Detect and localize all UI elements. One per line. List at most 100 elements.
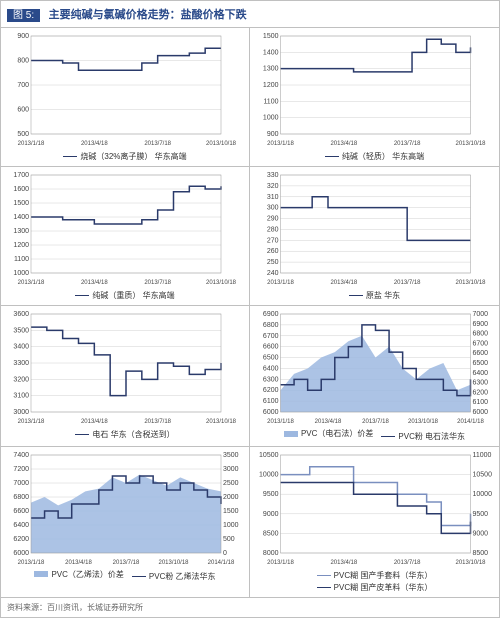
svg-text:11000: 11000: [473, 452, 492, 459]
legend-item: PVC（乙烯法）价差: [34, 569, 123, 580]
chart-c1: 5006007008009002013/1/182013/4/182013/7/…: [3, 30, 247, 148]
svg-text:2014/1/18: 2014/1/18: [457, 419, 484, 425]
legend-swatch: [381, 436, 395, 437]
svg-text:2013/4/18: 2013/4/18: [81, 141, 108, 147]
svg-text:1700: 1700: [13, 172, 29, 179]
svg-text:2013/1/18: 2013/1/18: [18, 141, 45, 147]
svg-text:3500: 3500: [13, 327, 29, 334]
legend-label: 纯碱（重质） 华东高端: [92, 290, 174, 301]
chart-c7: 6000620064006600680070007200740005001000…: [3, 449, 247, 567]
legend-swatch: [317, 587, 331, 588]
svg-text:1000: 1000: [263, 115, 279, 122]
svg-text:2013/1/18: 2013/1/18: [267, 141, 294, 147]
svg-text:6400: 6400: [13, 522, 29, 529]
legend-swatch: [75, 434, 89, 435]
svg-text:900: 900: [267, 131, 279, 138]
svg-text:2013/7/18: 2013/7/18: [113, 560, 140, 566]
legend-item: 原盐 华东: [349, 290, 400, 301]
svg-text:310: 310: [267, 194, 279, 201]
chart-cell: 5006007008009002013/1/182013/4/182013/7/…: [1, 28, 250, 167]
svg-text:250: 250: [267, 259, 279, 266]
svg-text:2013/10/18: 2013/10/18: [455, 141, 486, 147]
legend-swatch: [34, 571, 48, 577]
svg-text:7400: 7400: [13, 452, 29, 459]
svg-text:7000: 7000: [473, 311, 489, 318]
legend-item: PVC粉 电石法华东: [381, 431, 465, 442]
svg-text:2013/7/18: 2013/7/18: [144, 280, 171, 286]
svg-text:2013/4/18: 2013/4/18: [330, 280, 357, 286]
chart-c8: 8000850090009500100001050085009000950010…: [252, 449, 497, 567]
legend-label: 烧碱（32%离子膜） 华东高端: [80, 151, 186, 162]
chart-legend: PVC糊 国产手套料（华东）PVC糊 国产皮革料（华东）: [252, 567, 497, 597]
legend-swatch: [63, 156, 77, 157]
svg-text:6200: 6200: [13, 536, 29, 543]
legend-label: PVC（乙烯法）价差: [51, 569, 123, 580]
svg-text:2013/7/18: 2013/7/18: [362, 419, 389, 425]
svg-text:1200: 1200: [13, 242, 29, 249]
svg-text:270: 270: [267, 237, 279, 244]
chart-legend: 原盐 华东: [252, 287, 497, 305]
svg-text:9000: 9000: [473, 530, 489, 537]
legend-item: PVC糊 国产皮革料（华东）: [317, 582, 433, 593]
charts-grid: 5006007008009002013/1/182013/4/182013/7/…: [1, 28, 499, 598]
legend-item: PVC粉 乙烯法华东: [132, 571, 216, 582]
svg-text:6500: 6500: [473, 360, 489, 367]
legend-swatch: [132, 576, 146, 577]
svg-text:10000: 10000: [259, 471, 279, 478]
legend-label: 纯碱（轻质） 华东高端: [342, 151, 424, 162]
svg-text:6600: 6600: [263, 344, 279, 351]
svg-text:3500: 3500: [223, 452, 239, 459]
legend-label: PVC（电石法）价差: [301, 428, 373, 439]
svg-text:2013/4/18: 2013/4/18: [330, 560, 357, 566]
svg-text:6800: 6800: [13, 494, 29, 501]
chart-c5: 30003100320033003400350036002013/1/18201…: [3, 308, 247, 426]
chart-c6: 6000610062006300640065006600670068006900…: [252, 308, 497, 426]
svg-text:6000: 6000: [473, 409, 489, 416]
svg-text:8500: 8500: [263, 530, 279, 537]
chart-c4: 2402502602702802903003103203302013/1/182…: [252, 169, 497, 287]
svg-text:2013/1/18: 2013/1/18: [267, 280, 294, 286]
chart-cell: 2402502602702802903003103203302013/1/182…: [250, 167, 499, 306]
svg-text:1100: 1100: [263, 98, 278, 105]
chart-legend: 纯碱（轻质） 华东高端: [252, 148, 497, 166]
svg-text:8500: 8500: [473, 550, 489, 557]
svg-text:2013/10/18: 2013/10/18: [455, 560, 486, 566]
svg-text:2013/4/18: 2013/4/18: [81, 280, 108, 286]
chart-legend: PVC（乙烯法）价差 PVC粉 乙烯法华东: [3, 567, 247, 587]
svg-text:3100: 3100: [13, 393, 29, 400]
svg-text:2013/1/18: 2013/1/18: [18, 280, 45, 286]
svg-text:6400: 6400: [473, 370, 489, 377]
svg-text:2013/7/18: 2013/7/18: [394, 280, 421, 286]
svg-text:2013/1/18: 2013/1/18: [267, 560, 294, 566]
svg-text:3400: 3400: [13, 344, 29, 351]
legend-label: PVC粉 电石法华东: [398, 431, 465, 442]
svg-text:3300: 3300: [13, 360, 29, 367]
legend-swatch: [349, 295, 363, 296]
svg-text:6600: 6600: [13, 508, 29, 515]
svg-text:9500: 9500: [473, 510, 489, 517]
figure-header: 图 5: 主要纯碱与氯碱价格走势：盐酸价格下跌: [1, 1, 499, 28]
svg-text:6500: 6500: [263, 355, 279, 362]
svg-text:7000: 7000: [13, 480, 29, 487]
chart-cell: 6000620064006600680070007200740005001000…: [1, 447, 250, 598]
legend-item: 电石 华东（含税送到）: [75, 429, 174, 440]
svg-text:2013/4/18: 2013/4/18: [65, 560, 92, 566]
svg-text:2013/7/18: 2013/7/18: [144, 419, 171, 425]
svg-text:6000: 6000: [263, 409, 279, 416]
svg-text:6400: 6400: [263, 365, 279, 372]
svg-text:2013/1/18: 2013/1/18: [18, 560, 45, 566]
svg-text:1200: 1200: [263, 82, 279, 89]
svg-text:1000: 1000: [13, 270, 29, 277]
svg-text:500: 500: [223, 536, 235, 543]
chart-cell: 9001000110012001300140015002013/1/182013…: [250, 28, 499, 167]
svg-text:2013/4/18: 2013/4/18: [315, 419, 342, 425]
svg-text:8000: 8000: [263, 550, 279, 557]
svg-text:0: 0: [223, 550, 227, 557]
svg-text:1300: 1300: [263, 66, 279, 73]
svg-text:2013/4/18: 2013/4/18: [330, 141, 357, 147]
svg-text:6300: 6300: [473, 380, 489, 387]
svg-text:1500: 1500: [223, 508, 239, 515]
svg-text:3000: 3000: [13, 409, 29, 416]
figure-number: 图 5:: [7, 9, 40, 22]
svg-text:2013/10/18: 2013/10/18: [206, 141, 237, 147]
